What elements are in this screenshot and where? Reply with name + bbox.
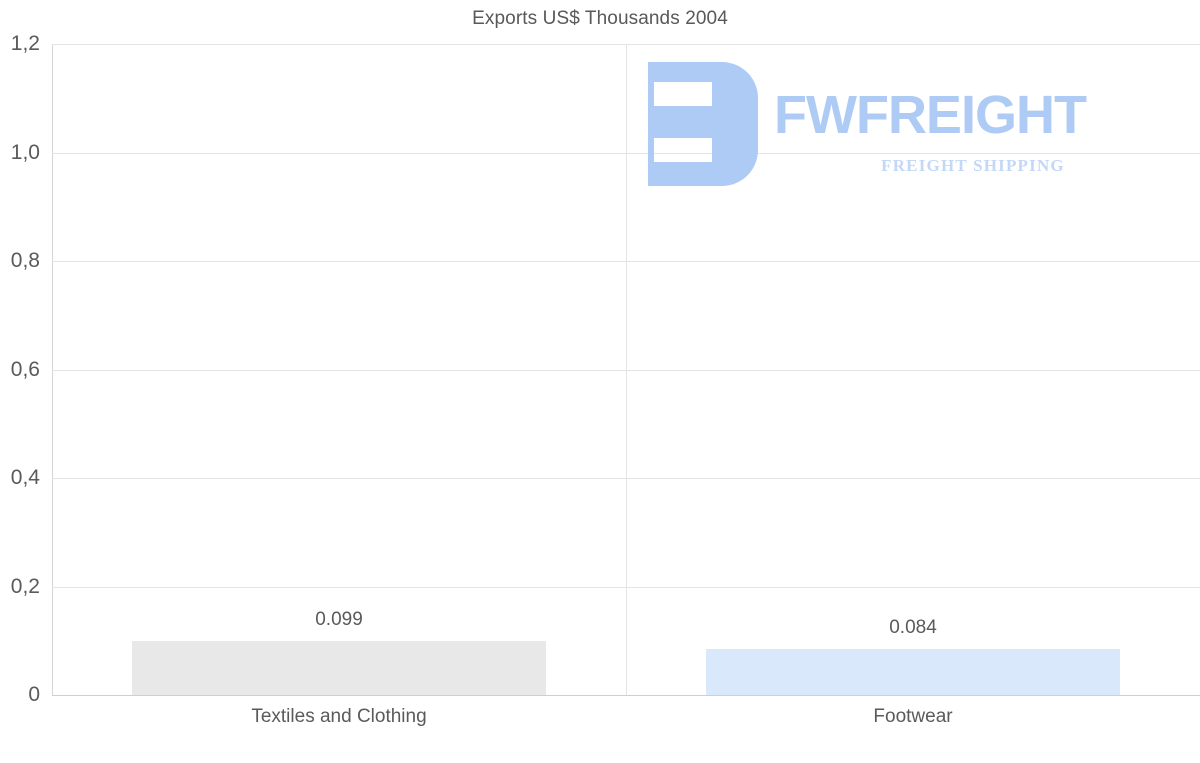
y-axis-tick-label: 1,2	[10, 32, 40, 55]
y-axis-tick-label: 0,2	[10, 574, 40, 598]
y-axis-tick-label: 0	[28, 683, 40, 706]
y-axis-tick-label: 0,8	[10, 249, 40, 272]
bar-2[interactable]	[706, 649, 1120, 695]
y-axis-tick-label: 1,0	[10, 140, 40, 164]
y-axis-tick-label: 0,6	[10, 357, 40, 381]
chart-title: Exports US$ Thousands 2004	[472, 8, 728, 29]
bar-value-label: 0.084	[889, 617, 937, 639]
plot-area: 0.099 0.084	[52, 44, 1200, 696]
bar-value-label: 0.099	[315, 609, 363, 631]
y-axis-tick-label: 0,4	[10, 466, 40, 489]
bar-1[interactable]	[132, 641, 546, 695]
gridline-x	[626, 44, 627, 695]
gridline-y	[52, 695, 1200, 696]
x-axis-tick-label: Textiles and Clothing	[251, 706, 427, 727]
x-axis-tick-label: Footwear	[873, 706, 953, 727]
